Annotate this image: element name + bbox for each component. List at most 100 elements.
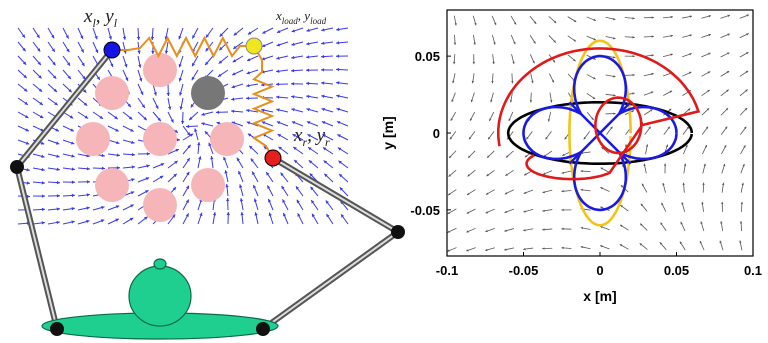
field-arrowhead <box>218 73 222 77</box>
field-arrowhead <box>216 110 220 114</box>
target-circle <box>191 168 225 202</box>
field-arrowhead <box>41 154 45 158</box>
load-label: xload, yload <box>275 8 327 26</box>
field-arrowhead <box>276 95 280 99</box>
plot-field-arrowhead <box>469 118 473 121</box>
plot-field-arrowhead <box>703 163 706 167</box>
field-arrowhead <box>127 103 131 108</box>
left-hand-label: xl, yl <box>83 6 118 30</box>
field-arrowhead <box>56 180 60 185</box>
plot-field-arrowhead <box>468 136 472 140</box>
plot-field-arrowhead <box>632 17 635 20</box>
plot-field-arrowhead <box>613 94 616 97</box>
field-arrowhead <box>306 121 311 125</box>
plot-field-arrowhead <box>743 145 746 148</box>
plot-field-arrowhead <box>454 23 457 26</box>
field-arrowhead <box>306 68 310 72</box>
trajectory-four-lobe <box>522 54 678 212</box>
field-arrowhead <box>247 31 252 35</box>
plot-field-arrowhead <box>550 100 553 103</box>
field-arrowhead <box>307 134 311 138</box>
plot-field-arrowhead <box>532 60 535 64</box>
plot-field-arrowhead <box>701 201 704 205</box>
field-arrowhead <box>276 29 281 33</box>
field-arrowhead <box>276 43 281 47</box>
plot-field-arrowhead <box>651 35 654 38</box>
field-arrowhead <box>336 27 340 32</box>
plot-field-arrowhead <box>659 242 663 245</box>
plot-field-arrowhead <box>727 33 730 36</box>
field-arrowhead <box>37 48 41 52</box>
field-arrowhead <box>246 108 250 113</box>
field-arrowhead <box>23 74 27 79</box>
field-arrowhead <box>246 96 250 100</box>
field-arrowhead <box>66 62 71 66</box>
field-arrowhead <box>306 94 310 99</box>
field-arrowhead <box>178 63 182 68</box>
plot-field-arrowhead <box>508 118 511 122</box>
plot-field-arrowhead <box>562 153 565 156</box>
field-arrowhead <box>55 141 60 145</box>
plot-field-arrowhead <box>591 117 594 120</box>
plot-field-arrowhead <box>573 58 576 62</box>
plot-field-arrowhead <box>723 163 726 167</box>
field-arrowhead <box>232 59 237 63</box>
field-arrowhead <box>70 128 74 132</box>
field-arrowhead <box>115 218 119 222</box>
field-arrowhead <box>86 206 90 210</box>
plot-field-arrowhead <box>523 247 526 251</box>
plot-field-arrowhead <box>485 192 489 195</box>
field-arrowhead <box>291 29 296 33</box>
plot-field-arrowhead <box>491 81 494 84</box>
field-arrowhead <box>160 163 165 167</box>
x-tick-label: -0.1 <box>436 263 458 278</box>
field-arrowhead <box>326 213 330 218</box>
field-arrowhead <box>144 216 148 220</box>
plot-field-arrowhead <box>640 203 644 207</box>
field-arrowhead <box>68 88 72 93</box>
field-arrowhead <box>140 91 144 95</box>
plot-field-arrowhead <box>485 248 488 252</box>
field-arrowhead <box>311 200 315 204</box>
plot-field-arrowhead <box>561 227 564 231</box>
field-arrowhead <box>225 184 229 188</box>
plot-field-arrowhead <box>542 228 545 231</box>
field-arrowhead <box>36 34 40 39</box>
field-arrowhead <box>246 83 250 88</box>
right-shoulder-joint <box>256 322 270 336</box>
field-arrowhead <box>240 212 244 216</box>
field-arrowhead <box>56 207 60 211</box>
field-arrowhead <box>268 212 272 217</box>
field-arrowhead <box>56 194 60 198</box>
plot-field-arrowhead <box>453 61 456 65</box>
field-arrowhead <box>21 34 26 38</box>
field-arrowhead <box>172 187 177 191</box>
field-arrowhead <box>212 212 217 216</box>
field-arrowhead <box>252 171 256 176</box>
field-arrowhead <box>321 81 325 85</box>
plot-field-arrowhead <box>650 109 653 112</box>
field-arrowhead <box>52 75 57 79</box>
plot-field-arrowhead <box>561 171 565 174</box>
plot-field-arrowhead <box>670 15 673 19</box>
plot-field-arrowhead <box>651 16 654 19</box>
field-arrowhead <box>125 77 129 81</box>
field-arrowhead <box>71 154 75 158</box>
target-circle <box>143 122 177 156</box>
field-arrowhead <box>321 121 326 125</box>
plot-field-arrowhead <box>613 75 616 78</box>
plot-field-arrowhead <box>739 240 742 243</box>
field-arrowhead <box>41 207 45 212</box>
plot-field-arrowhead <box>631 110 635 113</box>
field-arrowhead <box>71 193 75 198</box>
field-arrowhead <box>250 158 254 162</box>
field-arrowhead <box>336 94 340 98</box>
right-forearm-inner <box>262 231 399 330</box>
field-arrowhead <box>168 106 172 110</box>
field-arrowhead <box>294 159 298 164</box>
plot-field-arrowhead <box>466 249 469 252</box>
plot-field-arrowhead <box>680 221 683 225</box>
target-circles <box>76 53 244 222</box>
field-arrowhead <box>41 181 45 185</box>
field-arrowhead <box>38 75 42 79</box>
